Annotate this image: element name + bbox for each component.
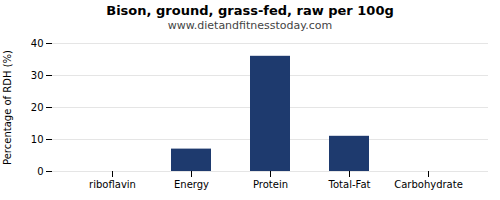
svg-text:Energy: Energy <box>174 179 209 190</box>
svg-text:Carbohydrate: Carbohydrate <box>394 179 463 190</box>
html-text:Bison, ground, grass-fed, raw: Bison, ground, grass-fed, raw per 100g <box>106 3 394 18</box>
svg-text:Total-Fat: Total-Fat <box>328 179 371 190</box>
svg-text:Protein: Protein <box>253 179 288 190</box>
svg-text:20: 20 <box>31 102 44 113</box>
svg-text:40: 40 <box>31 38 44 49</box>
svg-text:10: 10 <box>31 134 44 145</box>
svg-text:riboflavin: riboflavin <box>89 179 136 190</box>
svg-text:30: 30 <box>31 70 44 81</box>
svg-text:Percentage of RDH (%): Percentage of RDH (%) <box>2 50 13 165</box>
svg-text:0: 0 <box>37 166 43 177</box>
html-text:www.dietandfitnesstoday.com: www.dietandfitnesstoday.com <box>167 19 333 32</box>
